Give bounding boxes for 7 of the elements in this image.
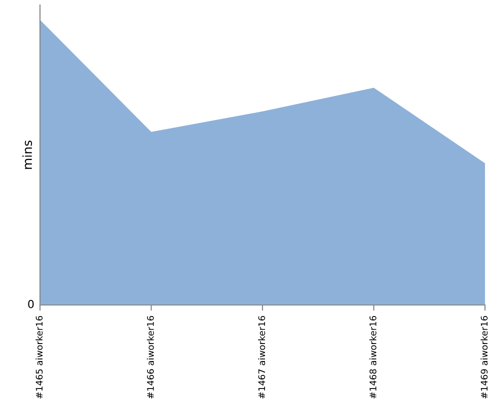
text: 0 <box>28 300 34 308</box>
x-tick-label: #1467 aiworker16 <box>258 316 266 398</box>
x-tick-label: #1469 aiworker16 <box>480 316 488 398</box>
x-tick-label: #1465 aiworker16 <box>36 316 43 398</box>
x-tick-label: #1468 aiworker16 <box>369 316 376 398</box>
y-axis-title: mins <box>22 140 32 169</box>
x-tick-label: #1466 aiworker16 <box>146 316 154 398</box>
